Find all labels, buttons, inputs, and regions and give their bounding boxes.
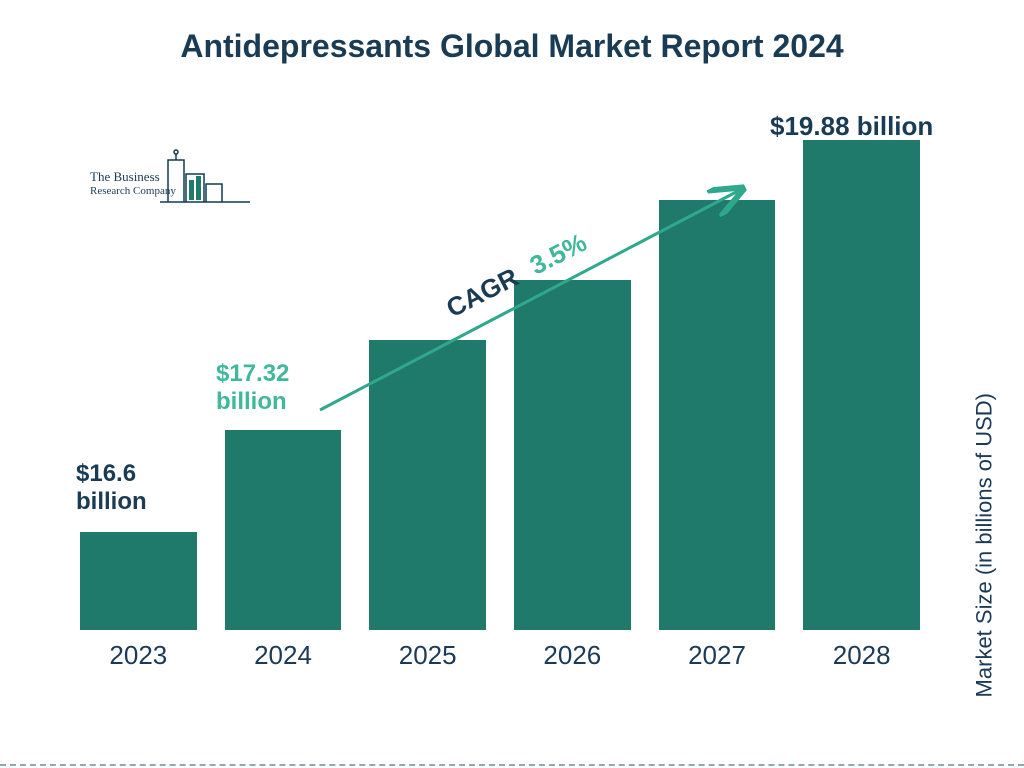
bar-2026: 2026 bbox=[514, 280, 631, 630]
footer-divider bbox=[0, 764, 1024, 766]
bar-rect bbox=[369, 340, 486, 630]
bars-container: 2023 2024 2025 2026 2027 2028 bbox=[80, 110, 920, 630]
value-label-line: billion bbox=[76, 488, 147, 515]
bar-rect bbox=[225, 430, 342, 630]
bar-category-label: 2026 bbox=[543, 640, 601, 671]
value-label-line: $19.88 billion bbox=[770, 111, 933, 141]
bar-category-label: 2028 bbox=[833, 640, 891, 671]
value-label-line: $17.32 bbox=[216, 360, 289, 387]
bar-category-label: 2023 bbox=[109, 640, 167, 671]
bar-rect bbox=[803, 140, 920, 630]
bar-rect bbox=[80, 532, 197, 630]
bar-rect bbox=[659, 200, 776, 630]
bar-category-label: 2024 bbox=[254, 640, 312, 671]
value-label-2023: $16.6 billion bbox=[76, 460, 147, 515]
value-label-line: billion bbox=[216, 388, 287, 415]
bar-rect bbox=[514, 280, 631, 630]
bar-2023: 2023 bbox=[80, 532, 197, 630]
chart-title-text: Antidepressants Global Market Report 202… bbox=[180, 28, 843, 64]
value-label-2024: $17.32 billion bbox=[216, 360, 289, 415]
bar-chart: 2023 2024 2025 2026 2027 2028 bbox=[80, 110, 920, 670]
bar-2024: 2024 bbox=[225, 430, 342, 630]
value-label-line: $16.6 bbox=[76, 460, 136, 487]
chart-title: Antidepressants Global Market Report 202… bbox=[0, 28, 1024, 65]
bar-2028: 2028 bbox=[803, 140, 920, 630]
bar-2025: 2025 bbox=[369, 340, 486, 630]
bar-2027: 2027 bbox=[659, 200, 776, 630]
bar-category-label: 2027 bbox=[688, 640, 746, 671]
value-label-2028: $19.88 billion bbox=[770, 112, 933, 142]
bar-category-label: 2025 bbox=[399, 640, 457, 671]
y-axis-label: Market Size (in billions of USD) bbox=[971, 393, 997, 697]
